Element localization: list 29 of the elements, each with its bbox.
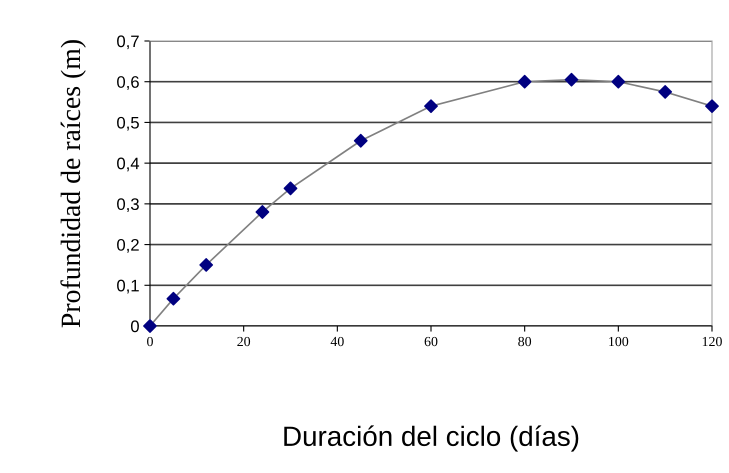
point [143, 319, 157, 333]
y-tick-label: 0,1 [117, 280, 139, 294]
y-tick-label: 0,3 [117, 198, 139, 212]
point [354, 134, 368, 148]
point [166, 292, 180, 306]
x-tick-label: 40 [330, 336, 344, 346]
y-tick-label: 0,5 [117, 116, 139, 131]
x-tick-label: 20 [237, 336, 250, 346]
point [564, 72, 578, 87]
point [199, 258, 214, 272]
y-tick-label: 0,7 [117, 35, 139, 50]
point [284, 181, 298, 196]
point [658, 84, 672, 99]
point [611, 74, 626, 89]
y-tick-label: 0 [130, 320, 139, 332]
x-tick-label: 100 [609, 336, 628, 346]
x-axis-title: Duración del ciclo (días) [284, 425, 578, 452]
point [424, 99, 438, 114]
y-tick-label: 0,2 [117, 238, 139, 253]
x-tick-label: 0 [147, 336, 153, 346]
x-tick-label: 120 [702, 336, 722, 346]
y-axis-title: Profundidad de raíces (m) [60, 40, 86, 328]
point [705, 99, 719, 114]
y-tick-label: 0,6 [117, 76, 139, 90]
x-tick-label: 80 [518, 336, 532, 346]
point [255, 205, 270, 219]
point [518, 74, 532, 89]
y-tick-label: 0,4 [117, 158, 140, 172]
x-tick-label: 60 [424, 336, 438, 346]
